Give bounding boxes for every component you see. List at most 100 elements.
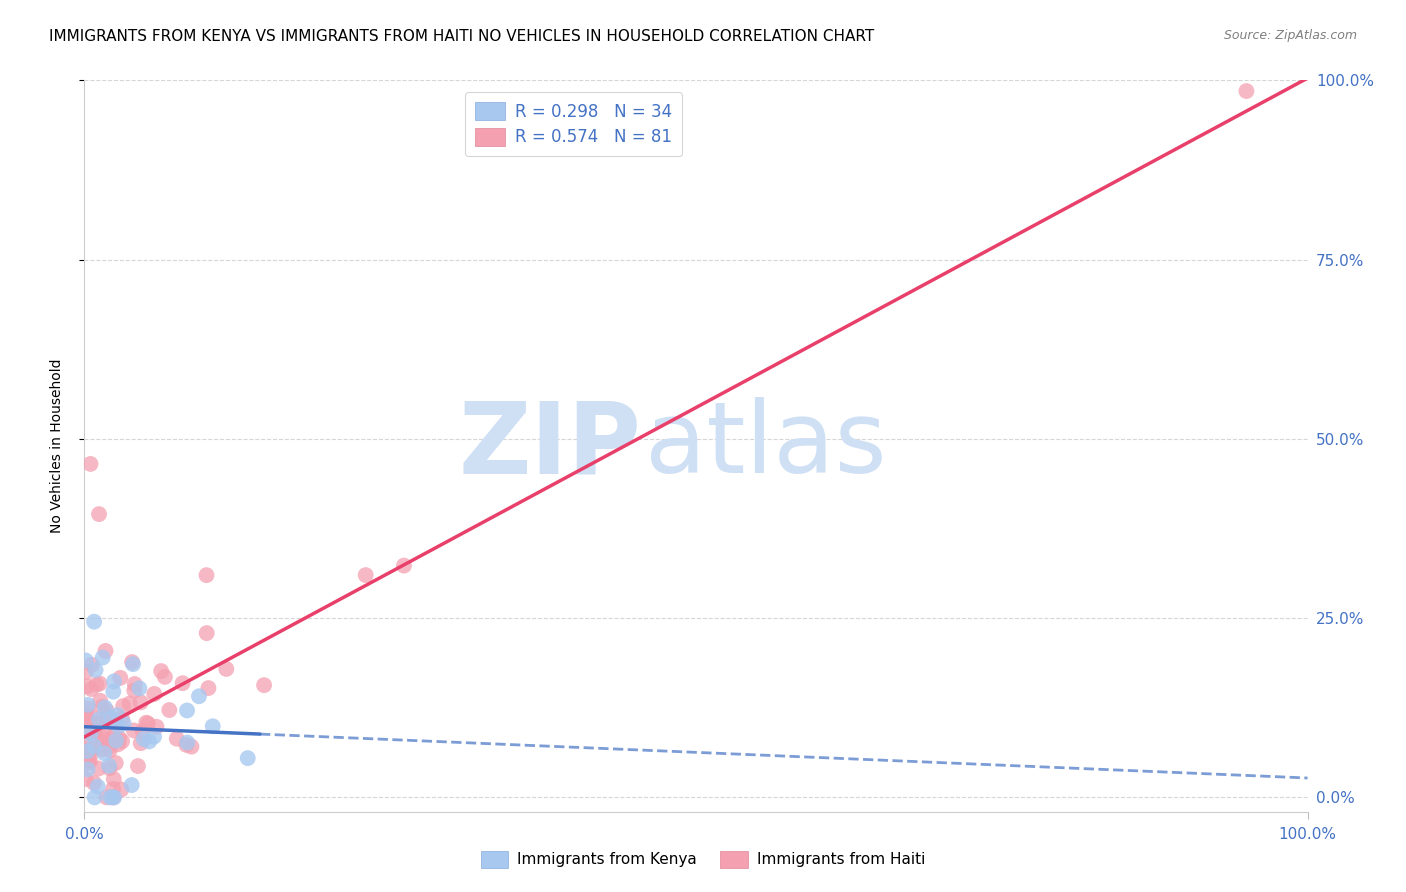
Point xyxy=(75,653,97,667)
Point xyxy=(75,756,97,771)
Point xyxy=(138,734,160,748)
Point xyxy=(354,568,377,582)
Point xyxy=(103,674,125,689)
Y-axis label: No Vehicles in Household: No Vehicles in Household xyxy=(49,359,63,533)
Point xyxy=(96,704,118,718)
Point xyxy=(91,650,114,665)
Point xyxy=(91,731,114,745)
Point xyxy=(122,657,145,672)
Point xyxy=(157,703,180,717)
Point xyxy=(76,744,98,758)
Point xyxy=(110,782,132,797)
Point xyxy=(79,754,101,768)
Point xyxy=(112,699,135,714)
Point xyxy=(111,712,134,726)
Point xyxy=(79,714,101,729)
Point xyxy=(83,739,105,753)
Point xyxy=(79,727,101,741)
Point xyxy=(76,680,98,694)
Point xyxy=(87,713,110,727)
Point xyxy=(180,739,202,754)
Point xyxy=(83,615,105,629)
Point xyxy=(103,790,125,805)
Point xyxy=(82,727,104,741)
Point xyxy=(76,762,98,776)
Point xyxy=(131,724,153,739)
Point xyxy=(110,671,132,685)
Point xyxy=(87,507,110,521)
Point xyxy=(80,657,103,672)
Point xyxy=(176,738,198,752)
Point xyxy=(172,676,194,690)
Point xyxy=(75,737,97,751)
Point xyxy=(103,790,125,805)
Point xyxy=(76,708,98,723)
Point xyxy=(107,737,129,751)
Point xyxy=(128,681,150,696)
Point xyxy=(76,698,98,712)
Text: atlas: atlas xyxy=(644,398,886,494)
Point xyxy=(150,664,173,678)
Point xyxy=(84,717,107,731)
Point xyxy=(103,684,125,698)
Legend: R = 0.298   N = 34, R = 0.574   N = 81: R = 0.298 N = 34, R = 0.574 N = 81 xyxy=(465,92,682,156)
Point xyxy=(75,742,97,756)
Point xyxy=(86,732,108,747)
Point xyxy=(80,682,103,697)
Point xyxy=(79,748,101,763)
Point xyxy=(84,663,107,677)
Point xyxy=(91,699,114,714)
Point xyxy=(105,733,128,747)
Point xyxy=(197,681,219,695)
Legend: Immigrants from Kenya, Immigrants from Haiti: Immigrants from Kenya, Immigrants from H… xyxy=(475,845,931,873)
Point xyxy=(96,712,118,726)
Point xyxy=(75,665,97,680)
Point xyxy=(86,677,108,691)
Point xyxy=(176,735,198,749)
Point xyxy=(136,716,159,731)
Point xyxy=(121,778,143,792)
Point xyxy=(195,626,218,640)
Point xyxy=(103,772,125,786)
Point xyxy=(188,690,211,704)
Point xyxy=(253,678,276,692)
Point xyxy=(98,761,121,775)
Point xyxy=(87,762,110,776)
Point xyxy=(101,790,124,805)
Point xyxy=(94,644,117,658)
Point xyxy=(77,754,100,768)
Point xyxy=(98,743,121,757)
Point xyxy=(94,700,117,714)
Point xyxy=(90,742,112,756)
Point xyxy=(87,780,110,794)
Point xyxy=(103,728,125,742)
Point xyxy=(166,731,188,746)
Point xyxy=(122,723,145,738)
Point xyxy=(93,723,115,737)
Text: IMMIGRANTS FROM KENYA VS IMMIGRANTS FROM HAITI NO VEHICLES IN HOUSEHOLD CORRELAT: IMMIGRANTS FROM KENYA VS IMMIGRANTS FROM… xyxy=(49,29,875,44)
Point xyxy=(96,710,118,724)
Point xyxy=(392,558,415,573)
Point xyxy=(124,683,146,698)
Point xyxy=(100,714,122,728)
Point xyxy=(153,670,176,684)
Point xyxy=(104,713,127,727)
Point xyxy=(100,732,122,747)
Point xyxy=(236,751,259,765)
Point xyxy=(80,710,103,724)
Point xyxy=(176,703,198,717)
Point xyxy=(89,694,111,708)
Text: Source: ZipAtlas.com: Source: ZipAtlas.com xyxy=(1223,29,1357,42)
Point xyxy=(98,790,121,805)
Point xyxy=(104,756,127,770)
Point xyxy=(195,568,218,582)
Point xyxy=(129,695,152,709)
Point xyxy=(100,711,122,725)
Point xyxy=(118,697,141,711)
Point xyxy=(111,734,134,748)
Point xyxy=(132,731,155,746)
Point xyxy=(107,708,129,723)
Point xyxy=(124,677,146,691)
Point xyxy=(89,735,111,749)
Point xyxy=(101,782,124,797)
